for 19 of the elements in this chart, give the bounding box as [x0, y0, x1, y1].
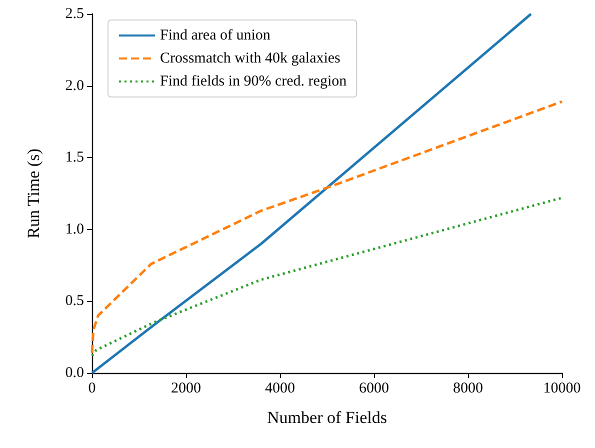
y-tick-label: 0.0 — [65, 365, 84, 381]
x-tick-label: 2000 — [171, 380, 201, 396]
x-tick-label: 8000 — [453, 380, 483, 396]
x-tick-label: 6000 — [359, 380, 389, 396]
x-tick-label: 0 — [88, 380, 96, 396]
legend-label: Find area of union — [160, 28, 271, 44]
line-series — [90, 196, 564, 358]
x-axis-title: Number of Fields — [267, 408, 387, 427]
y-tick-label: 0.5 — [65, 293, 84, 310]
legend-label: Crossmatch with 40k galaxies — [160, 50, 341, 66]
legend-label: Find fields in 90% cred. region — [160, 74, 348, 90]
y-axis-title: Run Time (s) — [24, 148, 43, 238]
y-tick-label: 2.0 — [65, 78, 84, 94]
y-tick-label: 2.5 — [65, 6, 84, 22]
y-tick-label: 1.5 — [65, 150, 84, 166]
x-tick-label: 10000 — [543, 380, 581, 396]
y-tick-label: 1.0 — [65, 221, 84, 238]
x-tick-label: 4000 — [265, 380, 295, 396]
line-series — [90, 100, 564, 354]
